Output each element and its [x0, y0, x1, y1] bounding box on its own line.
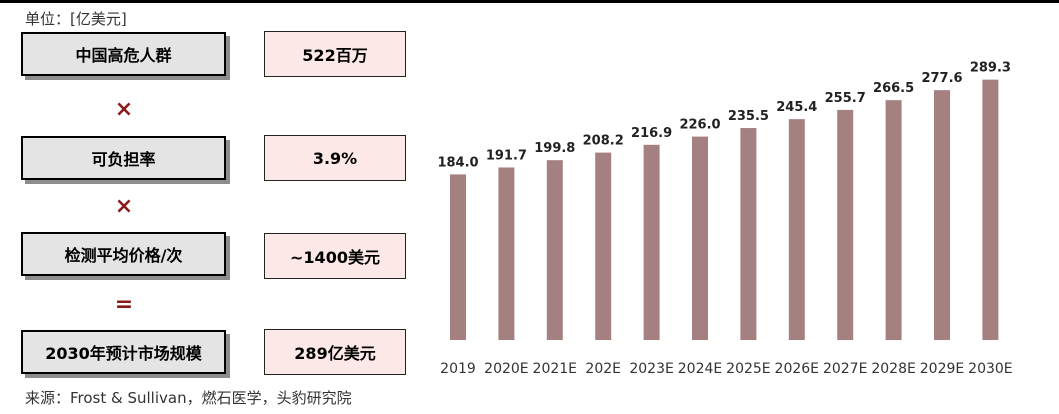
x-tick-label-2027E: 2027E	[823, 361, 867, 377]
bar-2028E	[885, 100, 902, 341]
value-label-2019: 184.0	[437, 155, 478, 170]
bar-2030E	[982, 79, 999, 340]
bar-2019	[450, 174, 466, 340]
bar-2024E	[692, 136, 708, 340]
x-tick-label-2025E: 2025E	[726, 361, 770, 377]
high-risk-population-label: 中国高危人群	[21, 32, 226, 76]
x-tick-label-2024E: 2024E	[678, 361, 722, 377]
value-label-2027E: 255.7	[825, 91, 866, 106]
affordability-value: 3.9%	[264, 135, 406, 181]
x-tick-label-202E: 202E	[585, 361, 621, 377]
avg-test-price-label: 检测平均价格/次	[21, 232, 226, 276]
market-size-2030-value: 289亿美元	[264, 329, 406, 375]
bar-2025E	[740, 128, 757, 340]
top-rule	[0, 0, 1059, 3]
x-tick-label-2028E: 2028E	[871, 361, 915, 377]
value-label-2020E: 191.7	[486, 148, 527, 163]
high-risk-population-value: 522百万	[264, 31, 406, 77]
x-tick-label-2030E: 2030E	[968, 361, 1012, 377]
market-size-bar-chart: 184.0 2019 191.7 2020E 199.8 2021E 208.2 202E 21…	[437, 61, 1012, 377]
multiply-operator: ×	[114, 194, 134, 219]
bar-2020E	[498, 167, 515, 340]
x-tick-label-2023E: 2023E	[629, 361, 673, 377]
value-label-2026E: 245.4	[776, 100, 817, 115]
value-label-2030E: 289.3	[970, 61, 1011, 76]
bar-2023E	[643, 144, 660, 340]
value-label-2029E: 277.6	[921, 71, 962, 86]
bar-2027E	[837, 109, 854, 341]
bar-2026E	[788, 119, 805, 340]
market-size-2030-label: 2030年预计市场规模	[21, 330, 226, 374]
x-tick-label-2019: 2019	[440, 361, 476, 377]
value-label-2024E: 226.0	[679, 118, 720, 133]
value-label-2028E: 266.5	[873, 81, 914, 96]
value-label-2021E: 199.8	[534, 141, 575, 156]
multiply-operator: ×	[114, 97, 134, 122]
value-label-2023E: 216.9	[631, 126, 672, 141]
bar-202E	[595, 152, 612, 340]
source-label: 来源：Frost & Sullivan，燃石医学，头豹研究院	[25, 389, 352, 407]
x-tick-label-2026E: 2026E	[775, 361, 819, 377]
bar-2029E	[934, 90, 950, 340]
value-label-202E: 208.2	[583, 134, 624, 149]
x-tick-label-2029E: 2029E	[920, 361, 964, 377]
equals-operator: =	[114, 292, 134, 317]
x-tick-label-2020E: 2020E	[484, 361, 528, 377]
x-tick-label-2021E: 2021E	[533, 361, 577, 377]
affordability-label: 可负担率	[21, 136, 226, 180]
unit-label: 单位：[亿美元]	[25, 10, 127, 28]
bar-2021E	[546, 160, 563, 340]
value-label-2025E: 235.5	[728, 109, 769, 124]
avg-test-price-value: ~1400美元	[264, 233, 406, 279]
